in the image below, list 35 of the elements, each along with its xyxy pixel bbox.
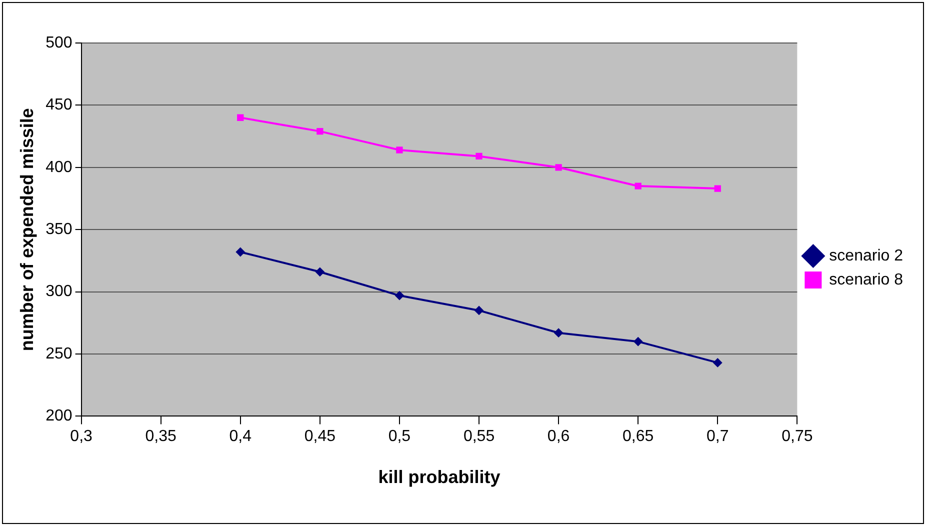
- y-axis-title: number of expended missile: [16, 108, 37, 352]
- point: [555, 164, 562, 171]
- point: [634, 337, 643, 346]
- legend-label: scenario 2: [829, 247, 904, 264]
- x-tick-label: 0,45: [304, 428, 336, 446]
- point: [474, 306, 484, 315]
- x-tick-label: 0,55: [463, 428, 495, 446]
- x-tick-label: 0,3: [70, 428, 93, 446]
- point: [476, 152, 482, 160]
- x-tick-label: 0,35: [145, 428, 177, 446]
- y-tick-label: 250: [46, 345, 72, 362]
- y-tick-label: 350: [46, 221, 72, 238]
- x-tick-label: 0,6: [547, 428, 570, 446]
- point: [237, 114, 244, 121]
- point: [236, 247, 245, 256]
- point: [714, 185, 721, 192]
- point: [634, 182, 642, 190]
- legend-label: scenario 8: [829, 271, 904, 288]
- point: [315, 267, 324, 276]
- point: [554, 328, 564, 338]
- point: [713, 358, 722, 368]
- y-tick-label: 300: [46, 283, 72, 300]
- x-tick-label: 0,7: [706, 428, 729, 446]
- y-tick-label: 500: [46, 34, 72, 52]
- point: [394, 291, 404, 300]
- x-tick-label: 0,65: [622, 428, 654, 446]
- point: [316, 128, 324, 135]
- x-tick-label: 0,5: [388, 428, 411, 446]
- x-axis-title: kill probability: [378, 467, 500, 488]
- y-tick-label: 200: [46, 408, 72, 425]
- point: [396, 146, 403, 154]
- x-tick-label: 0,4: [229, 428, 252, 446]
- y-tick-label: 450: [46, 96, 72, 114]
- y-tick-label: 400: [46, 158, 72, 176]
- x-tick-label: 0,75: [782, 428, 813, 446]
